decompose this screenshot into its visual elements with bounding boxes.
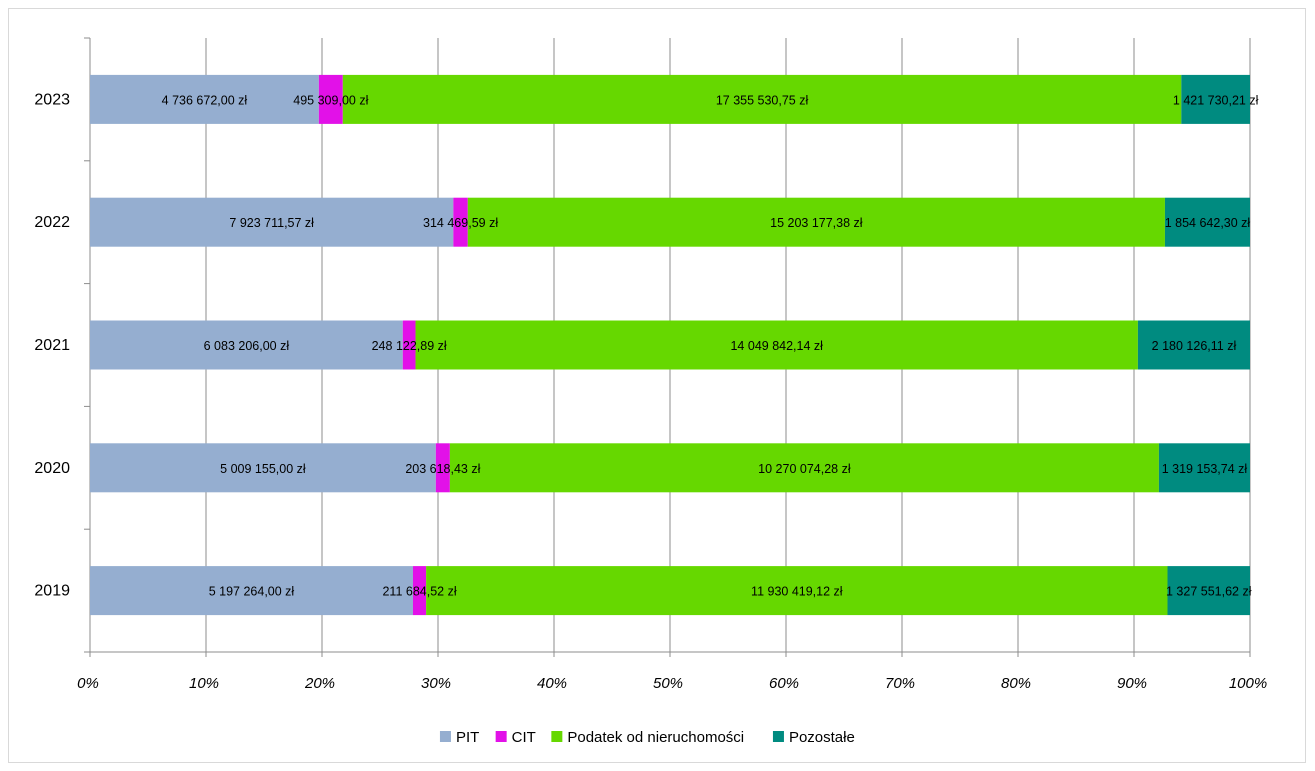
x-tick-label: 40% (537, 675, 567, 692)
data-label: 2 180 126,11 zł (1152, 339, 1237, 353)
data-label: 11 930 419,12 zł (751, 585, 843, 599)
data-label: 314 469,59 zł (423, 216, 498, 230)
bar-segment (467, 197, 1165, 247)
data-label: 10 270 074,28 zł (758, 462, 851, 476)
x-tick-label: 10% (189, 675, 219, 692)
legend-swatch (551, 731, 563, 742)
bar-segment (318, 74, 343, 124)
category-label: 2021 (34, 337, 70, 354)
data-label: 15 203 177,38 zł (770, 216, 863, 230)
x-tick-label: 100% (1229, 675, 1267, 692)
legend-swatch (772, 731, 784, 742)
bar-segment (1167, 566, 1250, 616)
bar-segment (90, 197, 454, 247)
bar-segment (402, 320, 416, 370)
category-label: 2020 (34, 460, 70, 477)
bar-segment (412, 566, 427, 616)
bar-segment (90, 443, 436, 493)
bar-segment (1137, 320, 1250, 370)
bar-segment (1158, 443, 1250, 493)
bar-segment (1181, 74, 1250, 124)
data-label: 17 355 530,75 zł (716, 93, 809, 107)
x-tick-label: 80% (1001, 675, 1031, 692)
category-label: 2019 (34, 583, 70, 600)
data-label: 5 197 264,00 zł (209, 585, 295, 599)
x-tick-label: 50% (653, 675, 683, 692)
data-label: 1 421 730,21 zł (1173, 93, 1259, 107)
legend-label: Podatek od nieruchomości (567, 729, 744, 746)
legend-label: CIT (512, 729, 536, 746)
bar-segment (415, 320, 1138, 370)
x-tick-label: 90% (1117, 675, 1147, 692)
bar-segment (342, 74, 1182, 124)
legend-swatch (495, 731, 507, 742)
data-label: 1 327 551,62 zł (1166, 585, 1252, 599)
x-tick-label: 0% (77, 675, 99, 692)
bar-segment (90, 74, 319, 124)
x-tick-label: 60% (769, 675, 799, 692)
bar-segment (453, 197, 468, 247)
category-label: 2022 (34, 214, 70, 231)
data-label: 211 684,52 zł (382, 585, 456, 599)
bar-segment (426, 566, 1168, 616)
category-label: 2023 (34, 91, 70, 108)
data-label: 1 319 153,74 zł (1162, 462, 1248, 476)
bar-segment (435, 443, 450, 493)
data-label: 495 309,00 zł (293, 93, 368, 107)
legend-label: Pozostałe (789, 729, 855, 746)
data-label: 7 923 711,57 zł (229, 216, 314, 230)
x-tick-label: 70% (885, 675, 915, 692)
data-label: 203 618,43 zł (405, 462, 480, 476)
data-label: 4 736 672,00 zł (162, 93, 248, 107)
bar-segment (90, 566, 413, 616)
bar-segment (1164, 197, 1250, 247)
x-tick-label: 20% (304, 675, 335, 692)
x-tick-label: 30% (421, 675, 451, 692)
data-label: 248 122,89 zł (372, 339, 447, 353)
bar-segment (90, 320, 403, 370)
bar-segment (449, 443, 1159, 493)
data-label: 5 009 155,00 zł (220, 462, 306, 476)
chart-frame (8, 8, 1306, 763)
data-label: 1 854 642,30 zł (1165, 216, 1251, 230)
legend-swatch (439, 731, 451, 742)
data-label: 6 083 206,00 zł (204, 339, 290, 353)
data-label: 14 049 842,14 zł (730, 339, 823, 353)
legend-label: PIT (456, 729, 479, 746)
